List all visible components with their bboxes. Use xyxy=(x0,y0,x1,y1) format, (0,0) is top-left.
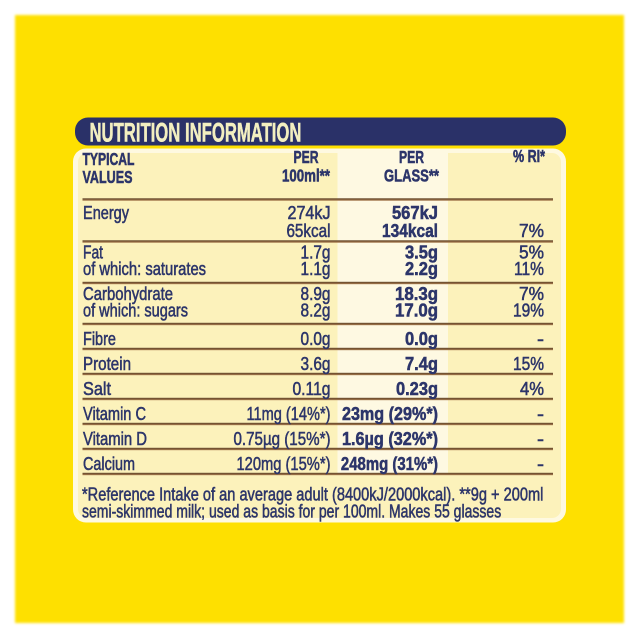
svg-text:100ml**: 100ml** xyxy=(282,167,331,186)
svg-text:65kcal: 65kcal xyxy=(286,221,330,242)
svg-text:567kJ: 567kJ xyxy=(392,202,438,223)
svg-text:Fat: Fat xyxy=(83,243,103,263)
svg-text:7%: 7% xyxy=(519,283,544,304)
svg-text:-: - xyxy=(537,329,544,350)
svg-text:Calcium: Calcium xyxy=(83,453,135,474)
svg-text:5%: 5% xyxy=(519,242,544,263)
svg-text:0.0g: 0.0g xyxy=(300,328,330,350)
svg-text:Vitamin C: Vitamin C xyxy=(83,403,146,424)
svg-text:VALUES: VALUES xyxy=(83,168,133,188)
svg-text:7%: 7% xyxy=(519,220,544,241)
svg-text:7.4g: 7.4g xyxy=(405,353,438,374)
svg-text:Carbohydrate: Carbohydrate xyxy=(83,283,173,304)
svg-text:NUTRITION INFORMATION: NUTRITION INFORMATION xyxy=(90,117,302,147)
svg-text:of which: sugars: of which: sugars xyxy=(83,300,188,321)
svg-text:Protein: Protein xyxy=(83,353,131,374)
svg-text:1.6µg (32%*): 1.6µg (32%*) xyxy=(342,428,438,449)
svg-text:% RI*: % RI* xyxy=(513,147,545,167)
svg-text:4%: 4% xyxy=(520,378,544,399)
svg-text:11%: 11% xyxy=(514,258,544,280)
svg-text:semi-skimmed milk; used as bas: semi-skimmed milk; used as basis for per… xyxy=(82,500,501,522)
svg-text:0.0g: 0.0g xyxy=(405,328,438,349)
svg-text:1.7g: 1.7g xyxy=(300,241,330,263)
svg-text:PER: PER xyxy=(399,148,424,168)
svg-text:PER: PER xyxy=(294,148,319,168)
svg-text:18.3g: 18.3g xyxy=(395,283,438,304)
svg-text:17.0g: 17.0g xyxy=(395,300,438,321)
svg-text:0.11g: 0.11g xyxy=(292,378,330,400)
svg-text:120mg (15%*): 120mg (15%*) xyxy=(236,453,330,474)
svg-text:*Reference Intake of an averag: *Reference Intake of an average adult (8… xyxy=(82,484,543,505)
svg-text:23mg (29%*): 23mg (29%*) xyxy=(342,403,438,424)
svg-text:134kcal: 134kcal xyxy=(382,220,438,242)
svg-text:TYPICAL: TYPICAL xyxy=(83,150,135,170)
svg-text:19%: 19% xyxy=(513,299,544,321)
svg-text:15%: 15% xyxy=(513,353,544,375)
svg-text:274kJ: 274kJ xyxy=(287,202,330,223)
svg-text:Salt: Salt xyxy=(83,378,111,399)
svg-text:Vitamin D: Vitamin D xyxy=(83,428,147,449)
svg-text:-: - xyxy=(537,404,544,425)
svg-text:0.75µg (15%*): 0.75µg (15%*) xyxy=(234,428,331,449)
svg-text:8.2g: 8.2g xyxy=(300,299,330,321)
svg-text:3.6g: 3.6g xyxy=(300,353,330,375)
svg-text:-: - xyxy=(537,429,544,450)
svg-text:GLASS**: GLASS** xyxy=(384,167,439,186)
svg-text:-: - xyxy=(537,454,544,475)
svg-text:8.9g: 8.9g xyxy=(300,283,330,305)
svg-text:0.23g: 0.23g xyxy=(396,378,438,399)
svg-text:2.2g: 2.2g xyxy=(405,258,438,279)
svg-text:3.5g: 3.5g xyxy=(405,241,438,262)
svg-text:11mg (14%*): 11mg (14%*) xyxy=(246,403,330,424)
svg-text:248mg (31%*): 248mg (31%*) xyxy=(341,453,438,474)
svg-text:of which: saturates: of which: saturates xyxy=(83,258,206,279)
svg-text:1.1g: 1.1g xyxy=(300,258,330,280)
svg-text:Fibre: Fibre xyxy=(83,328,116,349)
svg-text:Energy: Energy xyxy=(83,202,130,223)
